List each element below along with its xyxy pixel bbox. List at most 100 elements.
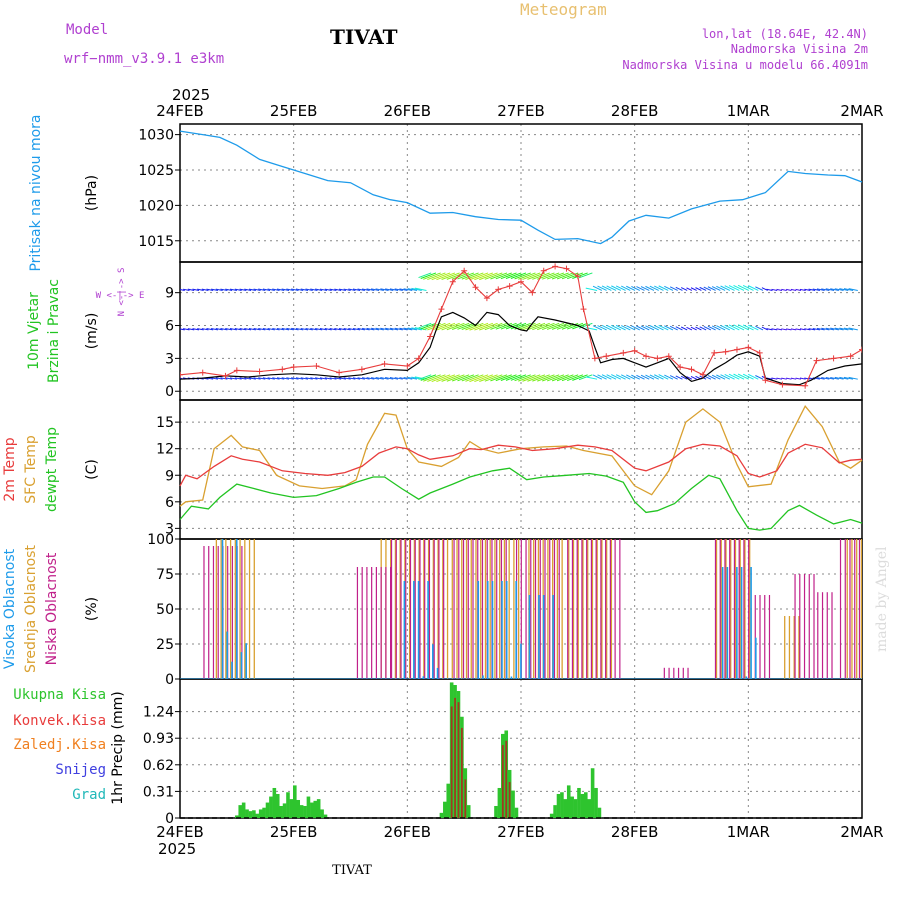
wind-barb [799, 377, 806, 380]
precip-total-bar [587, 799, 591, 818]
wind-barb [490, 322, 508, 330]
y-tick-label: 0.31 [143, 784, 174, 800]
wind-gust-marker [381, 360, 388, 367]
wind-barb [766, 288, 773, 291]
top-time-tick: 25FEB [270, 102, 317, 120]
wind-barb [825, 288, 835, 291]
precip-total-bar [252, 810, 256, 818]
precip-total-bar [282, 803, 287, 818]
unit-label: (hPa) [84, 175, 100, 211]
wind-barb [561, 322, 579, 330]
wind-barb [324, 328, 332, 331]
wind-barb [244, 328, 252, 331]
wind-gust-marker [631, 347, 638, 354]
wind-gust-marker [711, 349, 718, 356]
wind-barb [567, 374, 584, 382]
wind-barb [728, 285, 740, 291]
station-elevation: Nadmorska Visina 2m [731, 42, 868, 56]
bottom-time-tick: 26FEB [384, 823, 431, 841]
wind-barbs [180, 272, 858, 383]
wind-barb [649, 325, 659, 331]
wind-barb [615, 324, 626, 331]
precip-total-bar [553, 805, 557, 818]
wind-legend-vertical: N <-|-> S [117, 268, 127, 317]
wind-barb [728, 324, 740, 331]
wind-barb [631, 374, 640, 380]
wind-barb [755, 286, 764, 291]
wind-barb [291, 377, 299, 380]
wind-barb [742, 324, 754, 331]
wind-barb [686, 326, 693, 331]
wind-barb [427, 272, 446, 281]
wind-barb [465, 374, 484, 382]
wind-barb [343, 328, 351, 331]
wind-barb [343, 288, 351, 291]
y-tick-label: 0 [165, 811, 174, 827]
wind-barb [537, 322, 555, 331]
precip-total-bar [446, 783, 451, 818]
wind-barb [606, 324, 617, 331]
wind-barb [585, 287, 598, 291]
wind-barb [592, 285, 603, 291]
wind-barb [389, 377, 399, 380]
wind-barb [572, 374, 588, 381]
wind-barb [436, 374, 456, 383]
wind-barb [366, 377, 375, 380]
wind-barb [315, 327, 323, 331]
precip-legend-item: Ukupna Kisa [13, 687, 106, 703]
precip-total-bar [279, 805, 283, 818]
precip-total-bar [597, 807, 602, 818]
wind-barb [295, 327, 304, 331]
wind-barb [286, 327, 294, 331]
wind-gust-marker [540, 267, 547, 274]
precip-legend-item: Konvek.Kisa [13, 713, 106, 729]
wind-gust-marker [472, 284, 479, 291]
wind-barb [654, 285, 664, 291]
wind-gust-marker [699, 371, 706, 378]
wind-barb [761, 287, 768, 291]
wind-barb [686, 376, 693, 380]
wind-barb [843, 376, 854, 380]
wind-barb [239, 288, 247, 291]
wind-barb [180, 328, 185, 331]
wind-barb [733, 373, 745, 380]
wind-barb [375, 377, 384, 380]
wind-barb [436, 272, 456, 281]
wind-gust-marker [313, 363, 320, 370]
wind-gust-marker [574, 273, 581, 280]
wind-gust-marker [336, 369, 343, 376]
wind-barb [474, 322, 494, 331]
wind-barb [258, 327, 266, 331]
y-tick-label: 12 [156, 442, 174, 458]
wind-barb [808, 328, 816, 331]
unit-label: (m/s) [84, 313, 100, 350]
wind-barb [816, 288, 825, 291]
precip-total-bar [238, 805, 243, 818]
top-time-tick: 28FEB [611, 102, 658, 120]
wind-barb [795, 288, 802, 291]
precip-total-bar [583, 792, 588, 818]
wind-barb [234, 288, 242, 291]
wind-barb [505, 322, 522, 330]
wind-barb [546, 374, 565, 382]
wind-gust-marker [449, 278, 456, 285]
unit-label: (C) [84, 459, 100, 480]
wind-barb [621, 374, 631, 380]
precip-total-bar [563, 799, 568, 818]
precip-conv-bar [450, 706, 453, 818]
wind-barb [781, 377, 787, 380]
wind-barb [262, 288, 271, 291]
precip-total-bar [248, 811, 253, 818]
wind-gust-marker [529, 289, 536, 296]
wind-barb [786, 328, 792, 331]
precip-legend-item: Snijeg [55, 762, 106, 778]
wind-barb [830, 288, 839, 291]
wind-gust-marker [180, 371, 183, 378]
wind-barb [286, 377, 294, 380]
wind-barb [352, 377, 361, 380]
wind-barb [626, 325, 636, 331]
wind-barb [518, 272, 536, 280]
wind-gust-marker [552, 263, 559, 270]
wind-barb [403, 288, 413, 291]
precip-total-bar [299, 805, 304, 818]
